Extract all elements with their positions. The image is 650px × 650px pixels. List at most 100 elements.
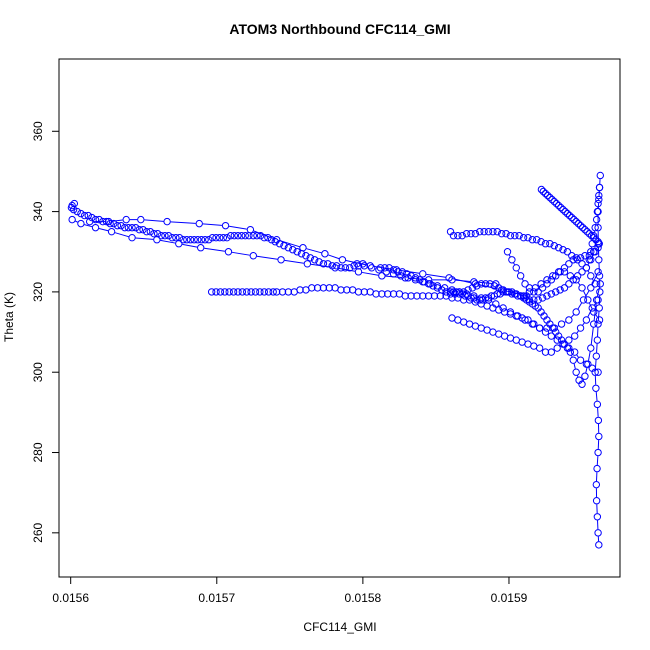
data-point xyxy=(407,292,415,300)
series-connector xyxy=(520,317,523,319)
data-point xyxy=(557,203,565,212)
data-point xyxy=(448,276,456,284)
series-connector xyxy=(596,343,598,353)
data-point xyxy=(582,360,591,368)
data-point xyxy=(572,308,580,316)
data-point xyxy=(299,244,307,252)
series-connector xyxy=(535,325,537,327)
series-connector xyxy=(112,219,123,222)
data-point xyxy=(73,207,81,216)
data-point xyxy=(587,344,595,352)
data-point xyxy=(571,332,579,340)
data-point xyxy=(547,276,556,284)
data-point xyxy=(587,231,596,240)
data-point xyxy=(139,225,147,234)
data-point xyxy=(587,256,595,264)
data-point xyxy=(530,296,538,304)
data-point xyxy=(592,352,601,360)
data-point xyxy=(593,400,602,409)
y-tick-label: 300 xyxy=(31,362,45,382)
data-point xyxy=(593,336,602,344)
data-point xyxy=(95,215,103,224)
data-point xyxy=(590,320,598,328)
data-point xyxy=(593,464,601,473)
data-point xyxy=(549,272,557,280)
data-point xyxy=(264,288,273,296)
data-point xyxy=(587,248,595,256)
data-point xyxy=(594,368,602,376)
series-connector xyxy=(75,220,78,223)
series-connector xyxy=(144,219,164,222)
data-point xyxy=(595,191,603,200)
data-point xyxy=(512,264,520,272)
data-point xyxy=(201,235,209,244)
data-point xyxy=(552,199,561,208)
data-point xyxy=(234,231,242,240)
data-point xyxy=(384,290,392,298)
series-connector xyxy=(84,224,93,228)
series-connector xyxy=(170,221,196,224)
series-connector xyxy=(477,281,493,285)
series-connector xyxy=(582,322,585,326)
data-point xyxy=(573,256,582,264)
data-point xyxy=(506,308,515,316)
data-point xyxy=(502,229,510,238)
data-point xyxy=(492,300,500,308)
y-tick-label: 360 xyxy=(31,121,45,141)
data-point xyxy=(550,197,558,206)
data-point xyxy=(395,290,404,298)
data-point xyxy=(104,217,113,226)
data-point xyxy=(582,316,591,324)
data-point xyxy=(541,189,550,198)
data-point xyxy=(596,288,604,296)
data-point xyxy=(596,171,604,180)
data-point xyxy=(591,248,599,256)
data-point xyxy=(572,217,580,226)
data-point xyxy=(524,233,532,242)
data-point xyxy=(537,280,545,288)
data-point xyxy=(284,288,293,296)
data-point xyxy=(594,296,602,304)
data-point xyxy=(91,223,100,232)
series-connector xyxy=(399,269,420,274)
series-connector xyxy=(576,330,579,334)
data-point xyxy=(546,193,554,202)
series-connector xyxy=(577,302,583,310)
data-point xyxy=(543,324,551,332)
series-connector xyxy=(478,284,499,290)
data-point xyxy=(521,316,529,324)
y-tick-label: 280 xyxy=(31,442,45,462)
data-point xyxy=(591,280,599,288)
data-point xyxy=(80,211,89,220)
y-axis-label: Theta (K) xyxy=(2,292,16,342)
data-series xyxy=(67,171,604,549)
data-point xyxy=(366,288,374,296)
series-connector xyxy=(506,309,508,311)
data-point xyxy=(470,278,478,286)
data-point xyxy=(595,183,604,192)
data-point xyxy=(293,248,301,256)
data-point xyxy=(588,240,596,248)
series-connector xyxy=(284,259,304,264)
data-point xyxy=(497,229,506,238)
data-point xyxy=(106,219,114,228)
data-point xyxy=(229,288,238,296)
data-point xyxy=(438,286,446,294)
x-tick-label: 0.0157 xyxy=(198,591,235,605)
data-point xyxy=(433,284,442,292)
data-point xyxy=(481,280,490,288)
data-point xyxy=(221,221,230,230)
data-point xyxy=(378,272,386,280)
data-point xyxy=(595,195,603,204)
data-point xyxy=(389,266,398,274)
data-point xyxy=(360,262,369,270)
data-point xyxy=(590,308,598,316)
data-point xyxy=(595,240,603,248)
data-point xyxy=(161,231,169,240)
series-connector xyxy=(596,287,600,297)
series-connector xyxy=(508,254,511,257)
data-point xyxy=(107,227,116,236)
data-point xyxy=(175,240,183,248)
data-point xyxy=(260,288,268,296)
series-connector xyxy=(253,230,274,239)
